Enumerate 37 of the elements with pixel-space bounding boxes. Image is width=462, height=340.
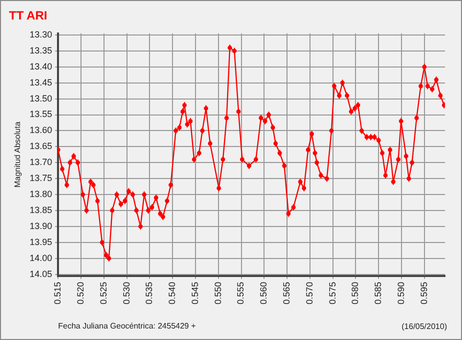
y-tick-label: 13.75 [30,173,52,184]
x-tick-label: 0.535 [144,282,154,304]
x-tick-label: 0.585 [373,282,384,304]
y-tick-label: 13.30 [30,29,52,40]
y-tick-label: 13.85 [30,204,52,215]
x-tick-label: 0.515 [52,282,63,304]
x-tick-label: 0.520 [76,282,86,304]
y-tick-label: 14.05 [30,268,52,279]
y-tick-label: 13.40 [30,61,52,72]
x-tick-label: 0.565 [282,282,292,304]
x-tick-label: 0.555 [236,282,246,304]
x-tick-label: 0.550 [212,282,223,304]
x-tick-label: 0.525 [98,282,108,304]
x-tick-label: 0.545 [190,282,200,304]
y-tick-label: 13.90 [30,220,52,231]
y-tick-label: 13.80 [30,189,52,200]
y-tick-label: 13.50 [30,93,52,104]
y-tick-label: 13.65 [30,141,52,152]
y-tick-label: 13.45 [30,77,52,88]
x-tick-label: 0.560 [258,282,269,304]
y-tick-label: 14.00 [30,252,52,263]
x-axis-title: Fecha Juliana Geocéntrica: 2455429 + [58,321,196,330]
y-tick-label: 13.70 [30,157,52,168]
x-tick-label: 0.540 [167,282,178,304]
y-tick-label: 13.95 [30,236,52,247]
chart-title: TT ARI [9,8,48,23]
x-tick-label: 0.575 [327,282,338,304]
text: (16/05/2010) [402,322,448,332]
y-tick-label: 13.35 [30,45,52,56]
y-tick-label: 13.55 [30,109,52,120]
x-tick-label: 0.570 [304,282,314,304]
x-tick-label: 0.595 [418,282,429,304]
y-axis-title: Magnitud Absoluta [13,121,22,188]
y-tick-label: 13.60 [30,125,52,136]
x-tick-label: 0.530 [121,282,132,304]
x-tick-label: 0.580 [350,282,360,304]
x-tick-label: 0.590 [396,282,406,304]
